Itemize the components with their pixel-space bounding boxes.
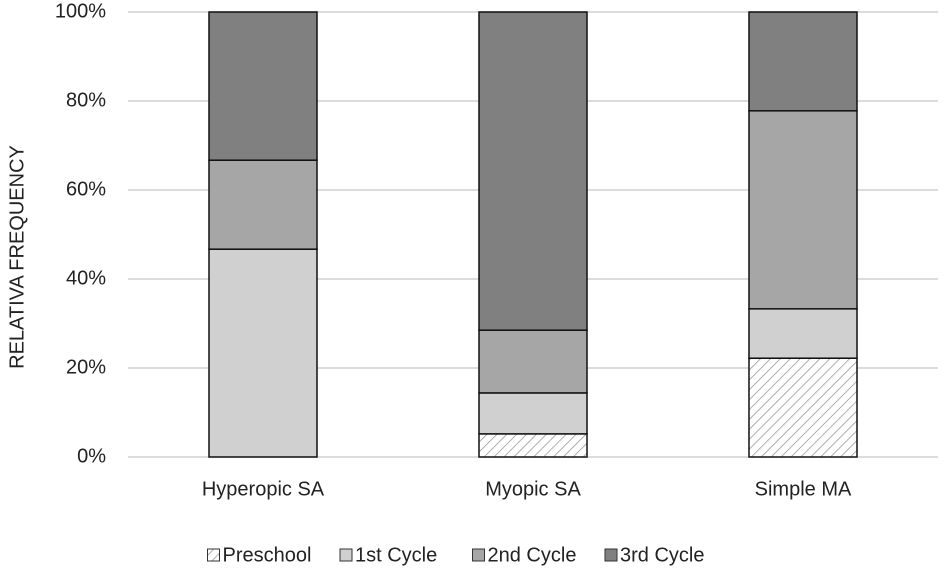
bar-segment — [478, 392, 588, 435]
y-tick-label: 20% — [66, 356, 106, 378]
y-axis-title: RELATIVA FREQUENCY — [6, 145, 28, 369]
bar-segment — [748, 110, 858, 310]
legend-label: 1st Cycle — [355, 544, 437, 566]
bar-segment — [478, 11, 588, 331]
y-tick-label: 0% — [77, 445, 106, 467]
legend-swatch — [604, 548, 618, 562]
y-tick-label: 40% — [66, 267, 106, 289]
x-tick-label: Simple MA — [755, 478, 852, 500]
bar-segment — [208, 248, 318, 458]
y-tick-label: 80% — [66, 89, 106, 111]
bar-segment — [478, 433, 588, 458]
y-tick-label: 60% — [66, 178, 106, 200]
legend-label: 3rd Cycle — [620, 544, 704, 566]
bar-segment — [748, 308, 858, 359]
bar-segment — [208, 159, 318, 250]
legend-label: Preschool — [223, 544, 312, 566]
legend-swatch — [472, 548, 485, 562]
bar-segment — [208, 11, 318, 161]
x-tick-label: Hyperopic SA — [202, 478, 325, 500]
legend-label: 2nd Cycle — [488, 544, 577, 566]
bar-segment — [748, 357, 858, 458]
legend-swatch — [207, 548, 220, 562]
bar-segment — [478, 329, 588, 394]
legend-swatch — [339, 548, 353, 562]
bar-segment — [748, 11, 858, 112]
x-tick-label: Myopic SA — [485, 478, 581, 500]
y-tick-label: 100% — [55, 0, 106, 22]
